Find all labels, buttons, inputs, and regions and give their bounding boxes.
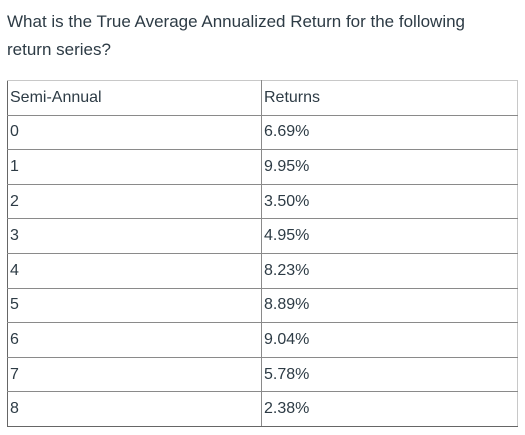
period-cell: 1: [7, 149, 262, 185]
table-row: 4 8.23%: [7, 252, 518, 289]
period-cell: 2: [7, 183, 262, 220]
table-row: 2 3.50%: [7, 183, 518, 220]
return-cell: 5.78%: [261, 356, 518, 393]
period-cell: 7: [7, 356, 262, 393]
column-header-semi-annual: Semi-Annual: [7, 80, 262, 116]
return-cell: 8.89%: [261, 287, 518, 324]
question-line-2: return series?: [7, 40, 111, 59]
period-cell: 5: [7, 287, 262, 324]
question-text: What is the True Average Annualized Retu…: [7, 8, 522, 64]
return-cell: 9.04%: [261, 322, 518, 358]
question-line-1: What is the True Average Annualized Retu…: [7, 12, 466, 31]
period-cell: 8: [7, 391, 262, 427]
table-row: 1 9.95%: [7, 149, 518, 185]
returns-table: Semi-Annual Returns 0 6.69% 1 9.95% 2 3.…: [7, 80, 518, 427]
table-row: 8 2.38%: [7, 391, 518, 427]
return-cell: 6.69%: [261, 114, 518, 151]
table-row: 6 9.04%: [7, 322, 518, 358]
table-header-row: Semi-Annual Returns: [7, 80, 518, 116]
period-cell: 0: [7, 114, 262, 151]
column-header-returns: Returns: [261, 80, 518, 116]
table-row: 5 8.89%: [7, 287, 518, 324]
return-cell: 9.95%: [261, 149, 518, 185]
table-row: 7 5.78%: [7, 356, 518, 393]
table-row: 3 4.95%: [7, 218, 518, 254]
table-row: 0 6.69%: [7, 114, 518, 151]
period-cell: 6: [7, 322, 262, 358]
period-cell: 4: [7, 252, 262, 289]
period-cell: 3: [7, 218, 262, 254]
return-cell: 4.95%: [261, 218, 518, 254]
return-cell: 8.23%: [261, 252, 518, 289]
return-cell: 2.38%: [261, 391, 518, 427]
return-cell: 3.50%: [261, 183, 518, 220]
